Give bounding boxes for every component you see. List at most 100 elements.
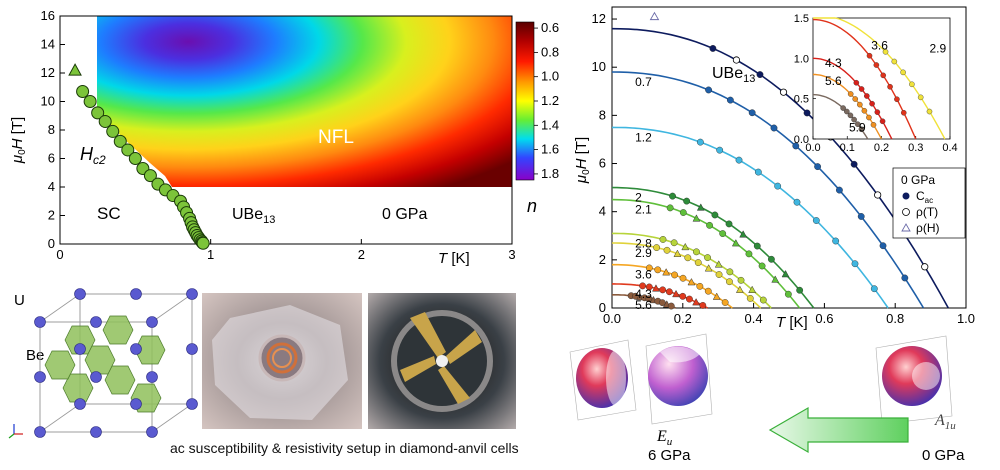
- inset-marker: [879, 118, 886, 125]
- main-axes-frame: [611, 6, 967, 309]
- hc2-marker-circle: [76, 85, 90, 99]
- marker-cac: [850, 160, 858, 168]
- inset-y-tick-label: 0.0: [794, 134, 809, 146]
- main-y-tick-label: 8: [599, 107, 606, 122]
- inset-curve-label-2.9: 2.9: [929, 42, 946, 56]
- inset-marker: [873, 62, 880, 68]
- colorbar-tick-label: 1.8: [541, 166, 559, 181]
- u-atom: [130, 288, 142, 300]
- inset-marker: [861, 107, 868, 114]
- inset-curve-labels: 3.6 2.9 4.3 5.6 5.9: [825, 38, 946, 134]
- marker-cac: [693, 248, 700, 256]
- marker-triangle: [696, 203, 705, 211]
- legend-title: 0 GPa: [901, 173, 935, 187]
- curve-1.2: [611, 126, 889, 309]
- inset-marker: [851, 116, 857, 123]
- marker-cac: [715, 271, 723, 278]
- pressure-low-label: 0 GPa: [922, 447, 965, 464]
- sc-label: SC: [97, 204, 121, 223]
- curve-label-3.6: 3.6: [635, 268, 652, 282]
- inset-marker: [909, 81, 915, 88]
- marker-cac: [793, 198, 801, 206]
- main-legend: 0 GPa Cac ρ(T) ρ(H): [892, 167, 966, 239]
- main-y-tick-label: 2: [599, 252, 606, 267]
- phase-x-ticks: 0 1 2 3: [56, 239, 516, 262]
- inset-curve-label-4.3: 4.3: [825, 56, 842, 70]
- phase-y-tick-label: 12: [41, 65, 55, 80]
- phase-y-ticks: 0 2 4 6 8 10 12 14 16: [41, 8, 65, 251]
- marker-cac: [716, 146, 724, 154]
- inset-marker: [866, 114, 872, 121]
- marker-cac: [737, 276, 745, 284]
- phase-y-tick-label: 14: [41, 37, 55, 52]
- marker-triangle: [652, 284, 660, 292]
- marker-triangle: [687, 278, 696, 286]
- phase-y-tick-label: 8: [48, 122, 55, 137]
- photo-right-lead-1: [410, 312, 446, 358]
- marker-triangle: [673, 249, 682, 257]
- marker-rho-h: [649, 11, 660, 21]
- curve-0-GPa: [611, 27, 949, 309]
- inset-x-tick-label: 0.3: [908, 142, 923, 154]
- marker-cac: [726, 268, 734, 276]
- inset-y-tick-label: 1.5: [794, 13, 809, 25]
- hc2-marker-circle: [128, 152, 142, 165]
- label-a1u: A1u: [934, 412, 956, 432]
- curve-label-1.2: 1.2: [635, 130, 652, 144]
- marker-triangle: [672, 289, 680, 298]
- marker-cac: [659, 286, 667, 294]
- marker-triangle: [748, 285, 757, 293]
- inset-marker: [843, 108, 850, 115]
- marker-cac: [679, 209, 687, 216]
- marker-cac: [671, 271, 678, 279]
- inset-marker: [866, 52, 873, 59]
- hc2-marker-circle: [113, 134, 127, 148]
- u-atom: [34, 316, 46, 328]
- hc2-marker-circle: [91, 106, 105, 120]
- main-y-tick-label: 12: [592, 11, 606, 26]
- inset-curve-label-5.6: 5.6: [825, 74, 842, 88]
- marker-triangle: [731, 239, 740, 247]
- marker-cac: [832, 237, 840, 245]
- be-cage: [44, 350, 76, 380]
- phase-y-tick-label: 0: [48, 236, 55, 251]
- colorbar-label: n: [527, 196, 537, 216]
- pressure-arrow-icon: [768, 406, 909, 454]
- inset-x-tick-label: 0.1: [840, 142, 855, 154]
- marker-cac: [870, 285, 878, 293]
- legend-marker-rho-h: [901, 223, 911, 232]
- marker-cac: [879, 242, 887, 250]
- u-atom: [74, 398, 86, 410]
- marker-cac: [683, 197, 691, 205]
- u-atom: [130, 398, 142, 410]
- phase-material-label: UBe13: [232, 206, 275, 226]
- inset-x-tick-label: 0.4: [942, 142, 957, 154]
- legend-marker-rho-t: [902, 208, 910, 216]
- inset-x-tick-label: 0.2: [874, 142, 889, 154]
- marker-cac: [901, 274, 909, 282]
- marker-cac: [704, 287, 712, 295]
- marker-triangle: [739, 230, 748, 238]
- inset-marker: [853, 79, 860, 86]
- marker-cac: [686, 295, 693, 303]
- legend-marker-cac: [902, 192, 910, 200]
- inset-curve-2.9: [813, 17, 946, 140]
- inset-marker: [864, 93, 870, 99]
- inset-marker: [900, 69, 906, 76]
- marker-triangle: [781, 269, 790, 278]
- axis-triad-icon: [8, 424, 23, 439]
- marker-cac: [679, 292, 687, 300]
- marker-cac: [721, 299, 729, 306]
- inset-marker: [917, 94, 924, 101]
- curve-0.7: [611, 71, 925, 309]
- marker-cac: [653, 244, 661, 251]
- marker-cac: [851, 260, 859, 268]
- marker-cac: [666, 204, 674, 212]
- u-atoms: [34, 288, 198, 438]
- marker-cac: [726, 278, 733, 286]
- main-y-tick-label: 0: [599, 300, 606, 315]
- crystal-structure: U Be: [8, 288, 198, 439]
- photo-right-lead-3: [438, 366, 470, 404]
- cell-edge: [151, 293, 193, 323]
- marker-cac: [654, 266, 662, 274]
